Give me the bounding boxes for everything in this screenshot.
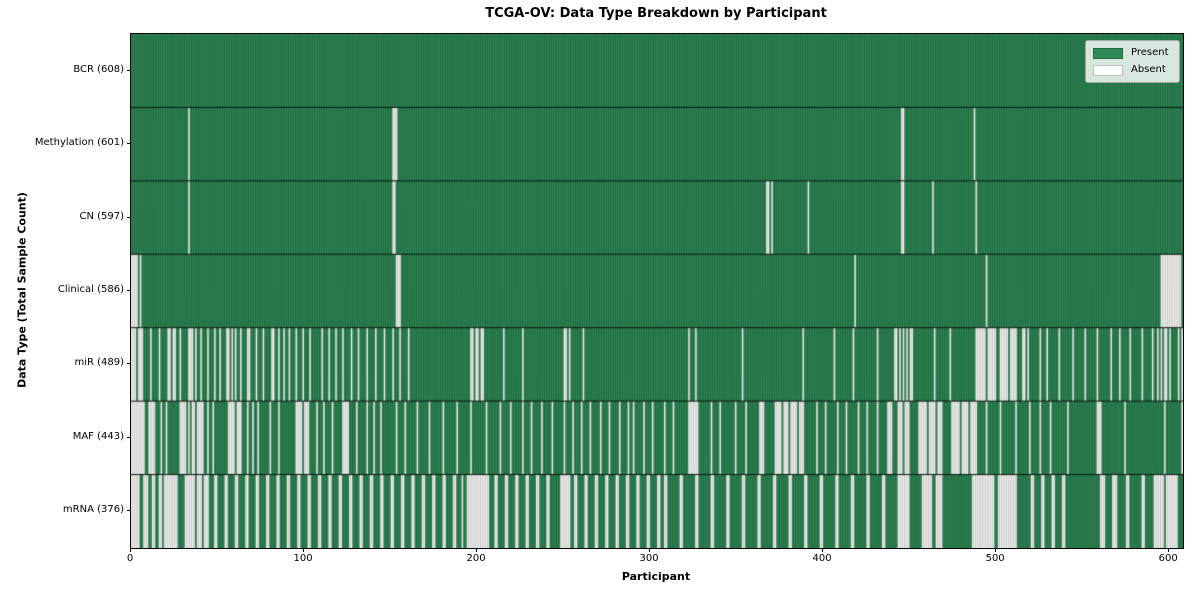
plot-area [130, 33, 1184, 549]
x-tick-mark [821, 548, 823, 552]
legend: Present Absent [1085, 40, 1180, 83]
y-tick-label: miR (489) [74, 357, 124, 369]
y-tick-label: MAF (443) [72, 430, 124, 442]
y-tick-mark [127, 436, 131, 438]
present-swatch-icon [1093, 47, 1123, 59]
x-tick-label: 400 [812, 553, 832, 564]
legend-item-present: Present [1093, 47, 1169, 59]
x-tick-mark [1167, 548, 1169, 552]
y-tick-mark [127, 290, 131, 291]
y-tick-mark [127, 363, 131, 365]
y-tick-mark [127, 69, 131, 71]
legend-item-absent: Absent [1093, 64, 1169, 76]
y-tick-mark [127, 510, 131, 512]
x-axis-label: Participant [621, 570, 691, 583]
legend-label-present: Present [1131, 47, 1169, 58]
absent-swatch-icon [1093, 64, 1123, 76]
x-tick-mark [648, 548, 650, 552]
y-tick-label: CN (597) [79, 210, 124, 222]
x-tick-mark [994, 548, 996, 552]
x-tick-mark [475, 548, 477, 552]
x-tick-label: 0 [126, 553, 134, 564]
x-tick-label: 200 [466, 553, 486, 564]
y-tick-label: mRNA (376) [62, 504, 124, 516]
chart-title: TCGA-OV: Data Type Breakdown by Particip… [485, 6, 827, 21]
heatmap-canvas [131, 34, 1183, 548]
y-tick-mark [127, 143, 131, 145]
y-tick-label: Methylation (601) [34, 137, 124, 149]
legend-label-absent: Absent [1131, 64, 1166, 75]
x-tick-label: 100 [293, 553, 313, 564]
x-tick-label: 600 [1158, 553, 1178, 564]
y-tick-label: BCR (608) [73, 63, 124, 75]
x-tick-mark [129, 548, 131, 552]
x-tick-mark [302, 548, 304, 552]
y-tick-label: Clinical (586) [57, 284, 124, 295]
x-tick-label: 500 [985, 553, 1005, 564]
x-tick-label: 300 [639, 553, 659, 564]
y-tick-mark [127, 216, 131, 218]
